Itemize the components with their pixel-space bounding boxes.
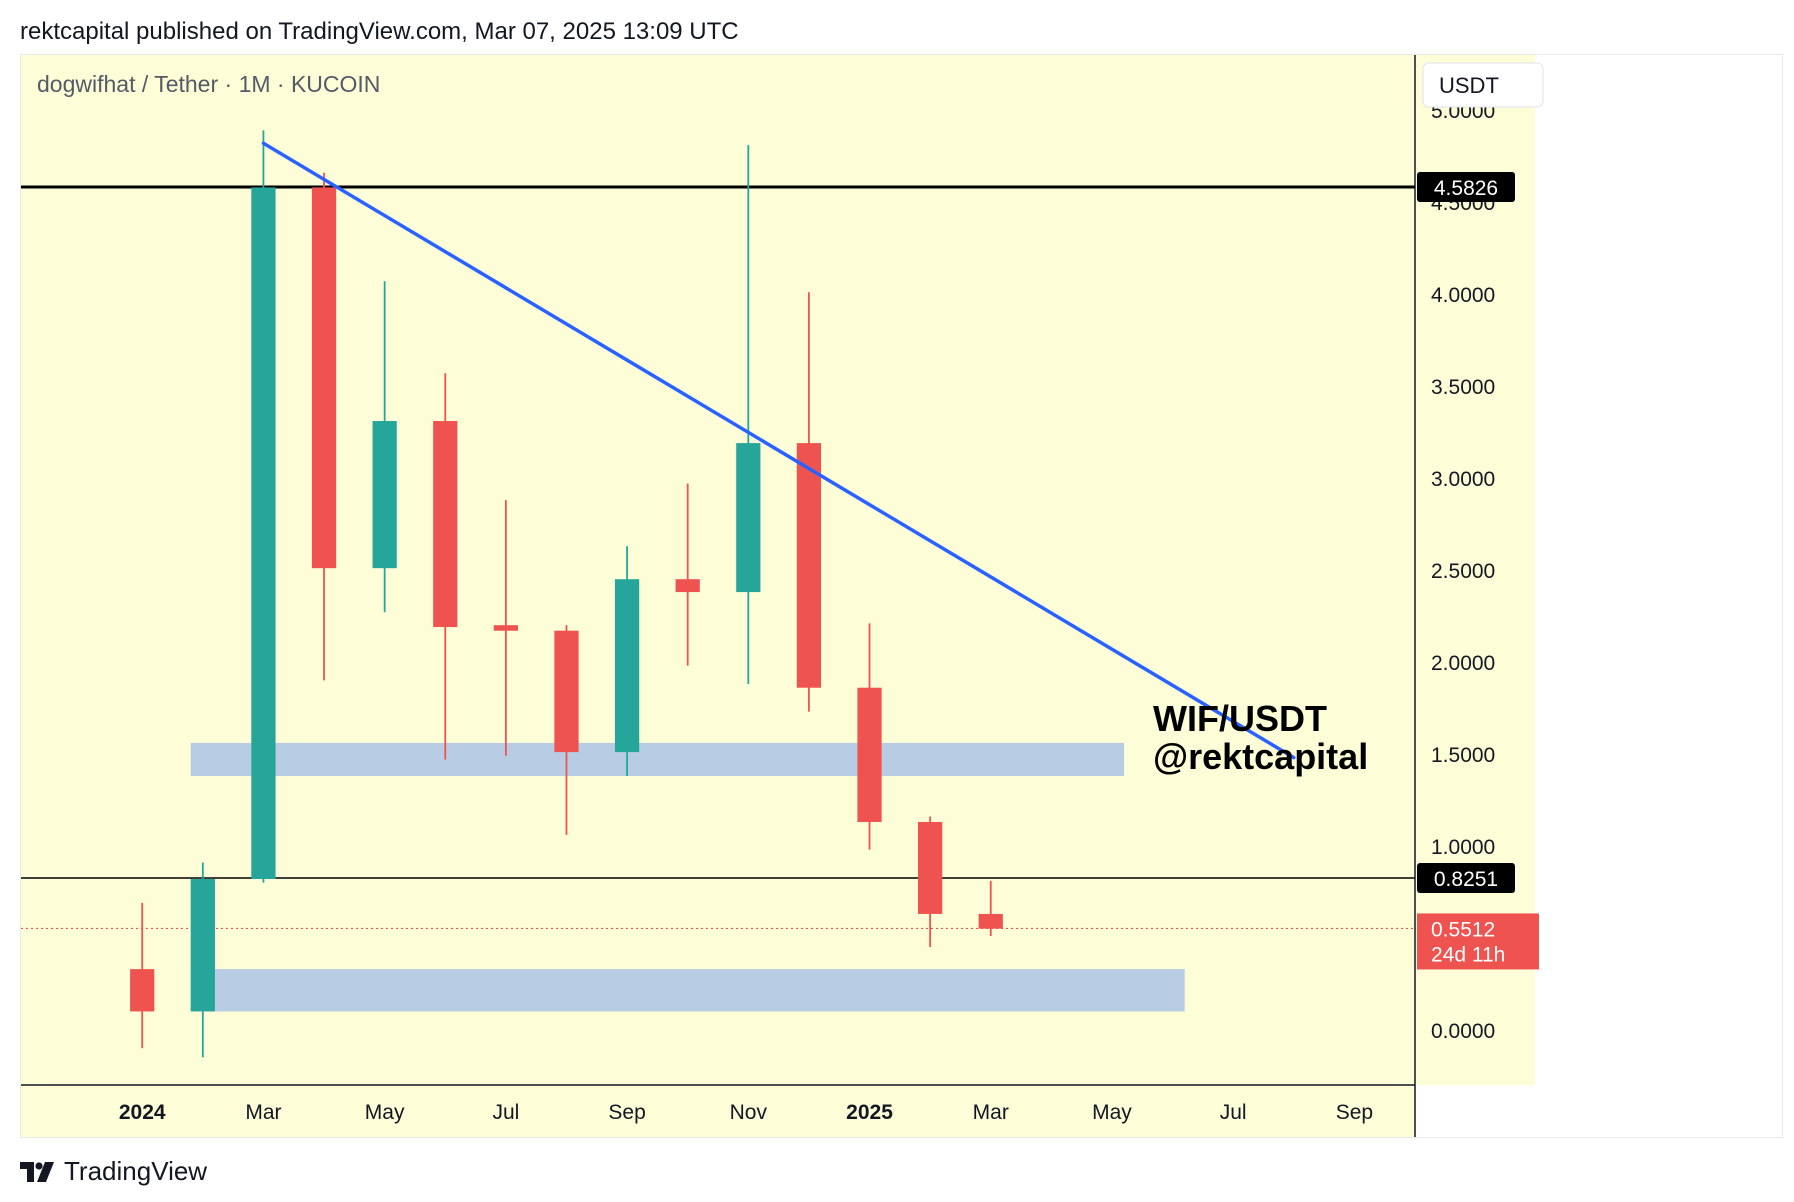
- time-tick-label: Mar: [245, 1101, 281, 1124]
- candle-body: [493, 625, 518, 631]
- price-tick-label: 1.0000: [1431, 836, 1495, 859]
- zones-layer: [190, 742, 1185, 1012]
- candle-body: [857, 687, 882, 822]
- time-tick-label: Sep: [1336, 1101, 1373, 1124]
- candle-2025-01[interactable]: [857, 623, 882, 850]
- time-tick-label: Jul: [1220, 1101, 1247, 1124]
- chart-frame[interactable]: 0.0000 1.0000 1.5000 2.0000 2.5000 3.0000 3.50…: [20, 54, 1783, 1138]
- candle-body: [311, 187, 337, 569]
- candle-2024-11[interactable]: [736, 145, 761, 685]
- candlestick-chart[interactable]: 0.0000 1.0000 1.5000 2.0000 2.5000 3.0000 3.50…: [21, 55, 1782, 1137]
- candle-2024-10[interactable]: [675, 483, 700, 666]
- price-tick-label: 3.5000: [1431, 376, 1495, 399]
- time-axis[interactable]: 2024 Mar May Jul Sep Nov 2025 Mar May Jul Sep: [119, 1101, 1373, 1124]
- currency-button-label: USDT: [1439, 73, 1499, 98]
- candle-body: [796, 443, 822, 688]
- descending-trendline: [261, 141, 1296, 760]
- candle-body: [736, 443, 761, 593]
- time-tick-label: 2024: [119, 1101, 166, 1124]
- trendline-layer: [261, 141, 1296, 760]
- svg-text:0.8251: 0.8251: [1434, 868, 1498, 891]
- currency-button[interactable]: USDT: [1422, 62, 1544, 108]
- price-tick-label: 3.0000: [1431, 468, 1495, 491]
- price-tick-label: 4.0000: [1431, 284, 1495, 307]
- chart-background: [21, 55, 1415, 1085]
- watermark-pair: WIF/USDT: [1153, 698, 1327, 739]
- candle-2025-02[interactable]: [918, 816, 943, 948]
- candles-layer[interactable]: [130, 130, 1003, 1058]
- time-tick-label: Nov: [730, 1101, 768, 1124]
- level-price-label-2: 0.8251: [1417, 863, 1515, 894]
- candle-2024-09[interactable]: [614, 546, 640, 776]
- candle-body: [978, 913, 1003, 929]
- tradingview-logo-icon: [20, 1161, 54, 1182]
- candle-countdown: 24d 11h: [1431, 943, 1505, 966]
- candle-body: [251, 187, 276, 879]
- candle-body: [675, 579, 700, 593]
- candle-2024-03[interactable]: [251, 130, 276, 883]
- watermark-author: @rektcapital: [1153, 736, 1368, 777]
- last-price-value: 0.5512: [1431, 918, 1495, 941]
- candle-body: [190, 879, 215, 1012]
- candle-body: [372, 421, 397, 569]
- time-tick-label: May: [1092, 1101, 1132, 1124]
- time-tick-label: Sep: [608, 1101, 645, 1124]
- level-price-label-1: 4.5826: [1417, 171, 1515, 202]
- tradingview-brand: TradingView: [64, 1156, 208, 1186]
- candle-2024-01[interactable]: [130, 902, 155, 1049]
- candle-2024-12[interactable]: [796, 292, 822, 712]
- price-axis-background: [1415, 55, 1535, 1085]
- candle-body: [130, 969, 155, 1012]
- candle-body: [614, 579, 640, 753]
- candle-body: [433, 421, 458, 628]
- time-tick-label: Mar: [973, 1101, 1009, 1124]
- candle-2024-08[interactable]: [554, 625, 579, 835]
- price-tick-label: 1.5000: [1431, 744, 1495, 767]
- candle-2024-06[interactable]: [433, 373, 458, 760]
- candle-2024-07[interactable]: [493, 500, 518, 756]
- tradingview-footer[interactable]: TradingView: [20, 1156, 207, 1187]
- time-tick-label: Jul: [492, 1101, 519, 1124]
- candle-2024-02[interactable]: [190, 862, 215, 1058]
- candle-2024-04[interactable]: [311, 172, 337, 681]
- time-axis-background: [21, 1085, 1415, 1137]
- price-tick-label: 0.0000: [1431, 1020, 1495, 1043]
- candle-body: [554, 630, 579, 753]
- chart-legend-title: dogwifhat / Tether · 1M · KUCOIN: [37, 71, 380, 97]
- price-tick-label: 2.5000: [1431, 560, 1495, 583]
- time-tick-label: May: [365, 1101, 405, 1124]
- support-zone-1: [190, 742, 1125, 776]
- publish-header: rektcapital published on TradingView.com…: [20, 18, 739, 45]
- time-tick-label: 2025: [846, 1101, 893, 1124]
- candle-2025-03[interactable]: [978, 880, 1003, 937]
- svg-text:4.5826: 4.5826: [1434, 177, 1498, 200]
- candle-2024-05[interactable]: [372, 281, 397, 613]
- candle-body: [918, 821, 943, 914]
- price-tick-label: 2.0000: [1431, 652, 1495, 675]
- support-zone-2: [190, 969, 1185, 1012]
